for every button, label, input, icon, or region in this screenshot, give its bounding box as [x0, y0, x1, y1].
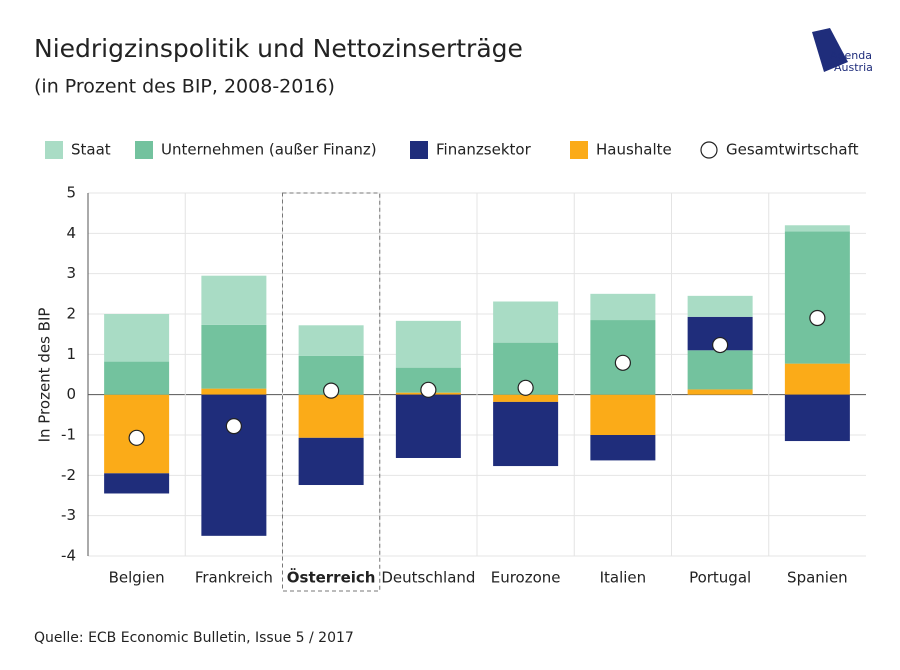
- y-tick-label: 1: [66, 345, 76, 363]
- logo-shape: [812, 28, 848, 72]
- legend-swatch: [135, 141, 153, 159]
- bar-segment: [298, 325, 364, 356]
- y-tick-label: 3: [66, 264, 76, 282]
- y-tick-label: -1: [61, 426, 76, 444]
- bar-segment: [784, 225, 850, 232]
- bar-segment: [201, 394, 267, 536]
- bar-segment: [201, 275, 267, 325]
- legend-label: Staat: [71, 141, 111, 159]
- legend-marker: [700, 141, 718, 159]
- x-tick-label: Spanien: [787, 569, 848, 587]
- y-tick-label: 2: [66, 305, 76, 323]
- bar-segment: [687, 389, 753, 395]
- x-tick-label: Deutschland: [381, 569, 475, 587]
- bar-segment: [493, 394, 559, 402]
- y-tick-label: 5: [66, 184, 76, 202]
- total-marker: [809, 309, 826, 327]
- legend-label: Finanzsektor: [436, 141, 532, 159]
- bar-segment: [298, 394, 364, 438]
- bar-segment: [395, 394, 461, 458]
- source: Quelle: ECB Economic Bulletin, Issue 5 /…: [34, 630, 354, 646]
- x-tick-label: Frankreich: [195, 569, 273, 587]
- bar-segment: [104, 361, 170, 395]
- y-axis-label: In Prozent des BIP: [36, 308, 54, 443]
- bar-segment: [201, 324, 267, 389]
- y-tick-label: -4: [61, 547, 76, 565]
- y-tick-label: 0: [66, 385, 76, 403]
- total-marker: [420, 381, 437, 398]
- bar-segment: [395, 320, 461, 368]
- total-marker: [225, 418, 242, 435]
- y-tick-label: -2: [61, 466, 76, 484]
- chart-subtitle: (in Prozent des BIP, 2008-2016): [34, 76, 335, 98]
- bar-segment: [784, 231, 850, 364]
- x-tick-label: Belgien: [109, 569, 165, 587]
- legend-swatch: [410, 141, 428, 159]
- legend-label: Haushalte: [596, 141, 672, 159]
- bar-segment: [687, 350, 753, 390]
- total-marker: [712, 336, 729, 354]
- bar-segment: [104, 314, 170, 362]
- x-tick-label: Italien: [600, 569, 647, 587]
- bar-segment: [298, 437, 364, 486]
- bar-segment: [784, 394, 850, 442]
- logo-text: Austria: [834, 61, 873, 74]
- legend-label: Unternehmen (außer Finanz): [161, 141, 377, 159]
- total-marker: [128, 429, 145, 446]
- legend-swatch: [45, 141, 63, 159]
- bar-segment: [687, 295, 753, 317]
- bar-segment: [784, 363, 850, 395]
- logo-text: Agenda: [830, 49, 872, 62]
- legend-swatch: [570, 141, 588, 159]
- total-marker: [614, 354, 631, 371]
- total-marker: [323, 382, 340, 399]
- x-tick-label: Österreich: [287, 568, 376, 587]
- y-tick-label: -3: [61, 506, 76, 524]
- x-tick-label: Portugal: [689, 569, 751, 587]
- bar-segment: [493, 301, 559, 343]
- x-tick-label: Eurozone: [491, 569, 561, 587]
- bar-segment: [104, 473, 170, 494]
- bar-segment: [590, 435, 656, 461]
- bar-segment: [493, 401, 559, 467]
- bar-segment: [201, 388, 267, 395]
- legend-label: Gesamtwirtschaft: [726, 141, 859, 159]
- chart-title: Niedrigzinspolitik und Nettozinserträge: [34, 34, 523, 63]
- bar-segment: [590, 293, 656, 321]
- total-marker: [517, 379, 534, 396]
- y-tick-label: 4: [66, 224, 76, 242]
- bar-segment: [590, 394, 656, 435]
- highlight-box: [282, 192, 381, 592]
